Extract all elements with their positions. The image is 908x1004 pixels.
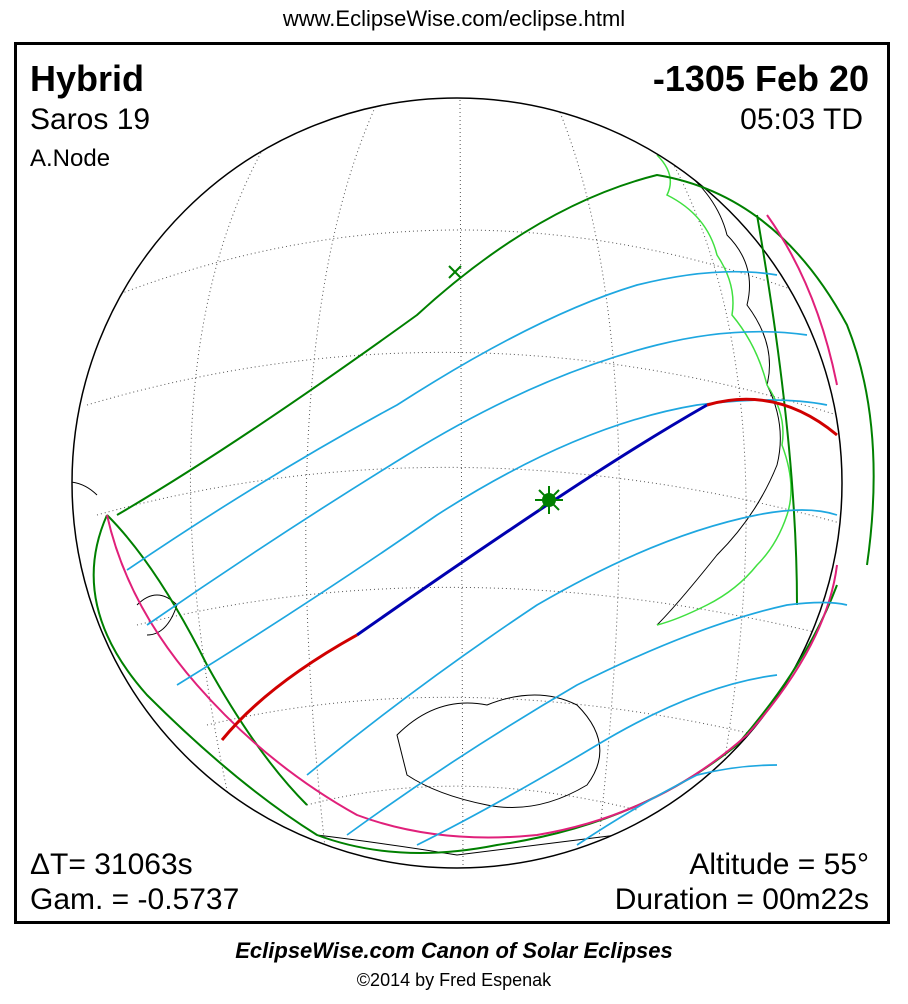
duration: Duration = 00m22s xyxy=(614,883,869,916)
greatest-eclipse-marker xyxy=(535,486,563,514)
eclipse-type: Hybrid xyxy=(30,58,145,99)
eclipse-map-panel: Hybrid -1305 Feb 20 Saros 19 05:03 TD A.… xyxy=(14,42,890,924)
site-url: www.EclipseWise.com/eclipse.html xyxy=(282,6,626,31)
saros-number: Saros 19 xyxy=(30,103,151,136)
eclipse-date: -1305 Feb 20 xyxy=(652,58,869,99)
annular-path-west xyxy=(220,633,358,741)
annular-path-east xyxy=(706,397,838,437)
subsolar-marker xyxy=(448,265,462,279)
eclipse-time: 05:03 TD xyxy=(740,103,863,136)
node-label: A.Node xyxy=(30,145,111,172)
rise-set-curves xyxy=(106,214,838,839)
altitude: Altitude = 55° xyxy=(689,848,869,881)
gamma: Gam. = -0.5737 xyxy=(30,883,240,916)
footer-title: EclipseWise.com Canon of Solar Eclipses xyxy=(235,938,673,963)
globe-map xyxy=(71,97,875,869)
footer-copyright: ©2014 by Fred Espenak xyxy=(356,970,552,990)
delta-t: ΔT= 31063s xyxy=(30,848,193,881)
graticule xyxy=(86,99,842,866)
